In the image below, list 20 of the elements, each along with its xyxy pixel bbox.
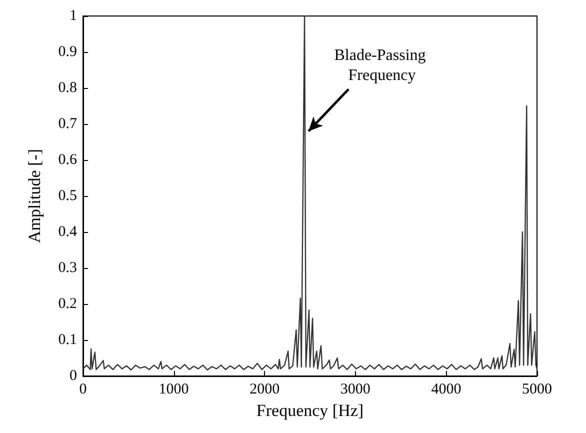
- x-tick-label: 4000: [431, 382, 462, 398]
- y-tick-label: 0.9: [58, 44, 77, 60]
- y-tick-label: 0.8: [58, 80, 77, 96]
- y-tick-label: 0.3: [58, 260, 77, 276]
- y-tick-label: 0.1: [58, 332, 77, 348]
- y-axis-title: Amplitude [-]: [25, 149, 44, 243]
- y-tick-label: 0: [70, 368, 77, 384]
- x-tick-label: 5000: [522, 382, 552, 398]
- y-tick-label: 0.4: [58, 224, 78, 240]
- y-tick-label: 0.6: [58, 152, 78, 168]
- y-tick-label: 1: [70, 8, 77, 24]
- line-series: [82, 15, 538, 370]
- x-axis-title: Frequency [Hz]: [256, 401, 364, 420]
- y-tick-label: 0.2: [58, 296, 77, 312]
- y-tick-label: 0.5: [58, 188, 77, 204]
- annotation: Blade-Passing Frequency: [334, 47, 430, 84]
- x-tick-label: 1000: [158, 382, 189, 398]
- x-tick-label: 3000: [340, 382, 370, 398]
- y-tick-label: 0.7: [58, 116, 78, 132]
- x-tick-label: 2000: [250, 382, 280, 398]
